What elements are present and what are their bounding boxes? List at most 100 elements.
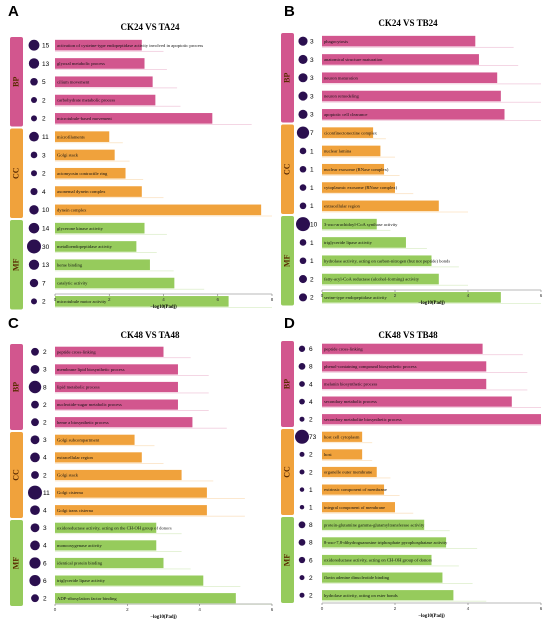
term-label: actomyosin contractile ring: [57, 171, 108, 176]
term-bar: [322, 163, 385, 175]
count-label: 3: [310, 38, 314, 45]
count-dot: [31, 347, 39, 356]
term-bar-shadow: [322, 248, 427, 249]
panel-d: D CK48 VS TB48 BP peptide cross-linking 6 phe…: [281, 315, 543, 619]
term-bar-shadow: [322, 138, 386, 140]
term-bar: [322, 484, 385, 495]
count-label: 7: [42, 280, 46, 287]
term-label: neuron maturation: [324, 75, 359, 80]
count-dot: [31, 594, 39, 603]
term-bar: [322, 255, 432, 267]
term-bar: [55, 522, 157, 533]
term-bar: [55, 417, 193, 428]
term-label: ciconfinectonectine complex: [324, 130, 378, 135]
term-bar-shadow: [322, 83, 541, 85]
term-bar-shadow: [55, 427, 227, 429]
term-label: microtubule-based movement: [57, 116, 112, 121]
count-dot: [298, 539, 306, 546]
count-label: 4: [43, 455, 47, 462]
term-label: peptide cross-linking: [57, 349, 96, 354]
count-dot: [28, 380, 42, 394]
term-label: triglyceride lipase activity: [324, 240, 373, 245]
term-label: phenol-containing compound biosynthetic …: [324, 364, 417, 369]
term-label: heme a biosynthetic process: [57, 420, 109, 425]
count-dot: [299, 469, 305, 475]
count-label: 6: [43, 578, 47, 585]
category-bar-mf: [10, 520, 23, 606]
category-bar-mf: [281, 517, 294, 603]
term-bar: [322, 273, 439, 285]
count-dot: [30, 435, 40, 445]
term-bar-shadow: [55, 586, 241, 587]
term-bar-shadow: [322, 389, 528, 391]
count-label: 30: [42, 244, 50, 251]
term-label: secondary metabolite biosynthetic proces…: [324, 417, 402, 422]
term-bar: [322, 145, 381, 157]
count-label: 73: [309, 434, 317, 441]
count-dot: [299, 416, 305, 422]
term-bar-shadow: [322, 565, 459, 567]
count-label: 1: [310, 258, 314, 265]
term-label: extracellular region: [57, 455, 94, 460]
count-label: 1: [310, 148, 314, 155]
term-label: catalytic activity: [57, 281, 88, 286]
term-bar: [322, 537, 447, 548]
term-bar: [322, 127, 374, 138]
term-bar-shadow: [55, 410, 209, 411]
category-bar-mf: [10, 220, 23, 310]
category-bar-bp: [281, 341, 294, 427]
count-label: 10: [310, 221, 318, 228]
category-label: CC: [282, 466, 291, 478]
term-bar-shadow: [55, 551, 182, 552]
term-label: ADP-ribosylation factor binding: [57, 596, 117, 601]
count-dot: [31, 298, 37, 305]
count-label: 3: [310, 112, 314, 119]
term-bar-shadow: [55, 392, 209, 394]
x-axis-label: −log10(Padj): [418, 301, 445, 306]
count-label: 15: [42, 42, 50, 49]
count-dot: [31, 400, 39, 409]
term-label: organelle outer membrane: [324, 470, 372, 475]
count-label: 2: [43, 402, 47, 409]
term-bar: [55, 167, 126, 179]
count-label: 2: [309, 593, 313, 600]
term-bar: [322, 572, 443, 583]
count-label: 2: [43, 349, 47, 356]
term-label: host: [324, 452, 332, 457]
term-bar-shadow: [322, 284, 468, 286]
count-label: 1: [309, 505, 313, 512]
term-label: secondary metabolic process: [324, 399, 377, 404]
category-label: CC: [11, 469, 20, 481]
term-label: extracellular region: [324, 203, 361, 208]
count-label: 5: [42, 79, 46, 86]
count-label: 1: [310, 167, 314, 174]
term-label: cilium movement: [57, 79, 90, 84]
count-dot: [31, 418, 39, 427]
count-dot: [298, 73, 308, 83]
count-label: 3: [43, 367, 47, 374]
category-bar-cc: [10, 432, 23, 518]
count-label: 3: [310, 57, 314, 64]
term-bar-shadow: [322, 120, 541, 121]
term-bar: [322, 200, 439, 212]
count-dot: [299, 592, 305, 598]
count-label: 2: [309, 469, 313, 476]
panel-letter: B: [284, 3, 295, 20]
term-label: microtubule motor activity: [57, 299, 107, 304]
term-bar-shadow: [55, 69, 167, 70]
term-bar-shadow: [55, 288, 205, 290]
term-label: host cell cytoplasm: [324, 434, 360, 439]
term-bar-shadow: [55, 50, 164, 52]
category-bar-bp: [10, 37, 23, 127]
count-label: 14: [42, 225, 50, 232]
term-label: phagocytosis: [324, 39, 348, 44]
count-label: 2: [310, 295, 314, 302]
count-label: 2: [42, 116, 46, 123]
term-bar-shadow: [322, 46, 514, 48]
term-label: hydrolase activity, acting on ester bond…: [324, 593, 398, 599]
term-bar: [322, 590, 454, 601]
term-bar: [55, 381, 178, 393]
count-dot: [298, 556, 306, 564]
count-dot: [299, 451, 305, 457]
term-label: hydrolase activity, acting on carbon-nit…: [324, 258, 450, 264]
